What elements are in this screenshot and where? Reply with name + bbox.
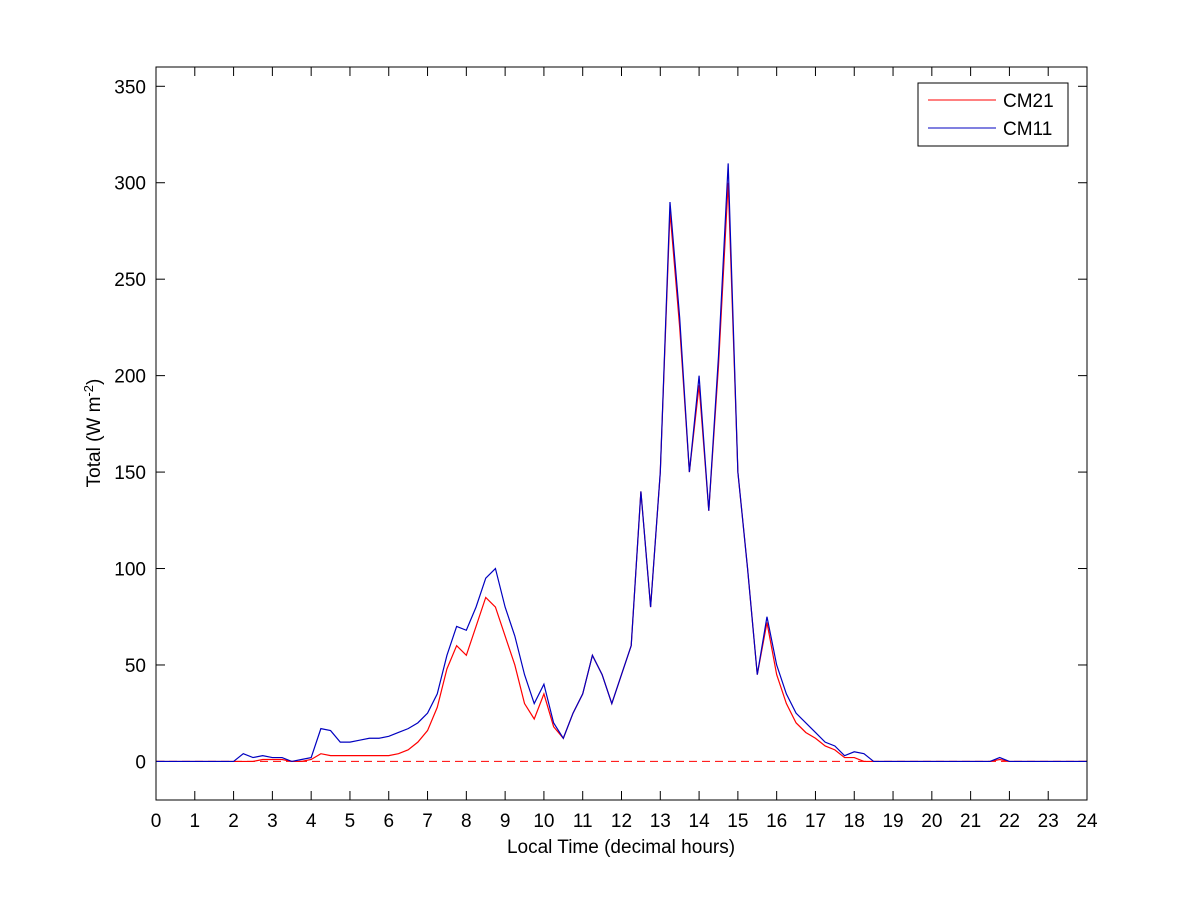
legend-label: CM11 — [1003, 119, 1052, 140]
x-tick-label: 9 — [500, 811, 511, 832]
x-tick-label: 23 — [1038, 811, 1059, 832]
legend-label: CM21 — [1003, 91, 1054, 112]
x-tick-label: 4 — [306, 811, 317, 832]
x-tick-label: 8 — [461, 811, 472, 832]
x-tick-label: 21 — [960, 811, 981, 832]
y-label-main: Total (W m — [84, 397, 105, 488]
x-tick-label: 1 — [190, 811, 201, 832]
y-tick-label: 350 — [114, 77, 146, 98]
x-tick-label: 10 — [533, 811, 554, 832]
y-tick-label: 150 — [114, 463, 146, 484]
x-tick-label: 2 — [228, 811, 239, 832]
x-tick-label: 7 — [422, 811, 433, 832]
x-tick-label: 3 — [267, 811, 278, 832]
x-tick-label: 15 — [727, 811, 748, 832]
x-tick-label: 24 — [1076, 811, 1098, 832]
y-tick-label: 250 — [114, 270, 146, 291]
x-tick-label: 12 — [611, 811, 632, 832]
x-tick-label: 20 — [921, 811, 942, 832]
y-label-end: ) — [84, 379, 105, 385]
y-tick-label: 0 — [135, 752, 146, 773]
data-line — [156, 163, 1087, 763]
x-tick-label: 6 — [383, 811, 394, 832]
x-tick-label: 16 — [766, 811, 787, 832]
x-tick-label: 13 — [650, 811, 671, 832]
x-tick-label: 5 — [345, 811, 356, 832]
y-tick-label: 300 — [114, 174, 146, 195]
x-tick-label: 0 — [151, 811, 162, 832]
x-tick-label: 18 — [844, 811, 865, 832]
y-tick-label: 200 — [114, 367, 146, 388]
y-axis-label: Total (W m-2) — [81, 379, 105, 488]
x-tick-label: 19 — [882, 811, 903, 832]
y-tick-label: 50 — [125, 656, 146, 677]
plot-frame — [155, 66, 1088, 801]
y-tick-label: 100 — [114, 560, 146, 581]
y-label-sup: -2 — [81, 385, 96, 397]
x-tick-label: 11 — [573, 811, 593, 832]
x-axis-label: Local Time (decimal hours) — [507, 837, 735, 858]
x-tick-label: 22 — [999, 811, 1020, 832]
x-tick-label: 14 — [689, 811, 711, 832]
legend-box — [917, 82, 1069, 147]
x-tick-label: 17 — [805, 811, 826, 832]
